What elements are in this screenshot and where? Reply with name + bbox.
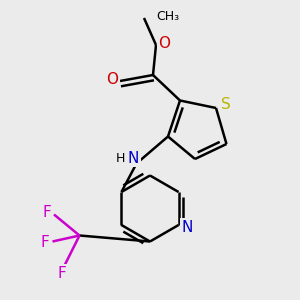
Text: N: N <box>128 151 139 166</box>
Text: F: F <box>42 205 51 220</box>
Text: F: F <box>40 235 50 250</box>
Text: N: N <box>181 220 193 235</box>
Text: S: S <box>221 97 231 112</box>
Text: F: F <box>57 266 66 280</box>
Text: H: H <box>115 152 125 165</box>
Text: CH₃: CH₃ <box>156 10 180 23</box>
Text: O: O <box>106 72 119 87</box>
Text: O: O <box>158 36 170 51</box>
